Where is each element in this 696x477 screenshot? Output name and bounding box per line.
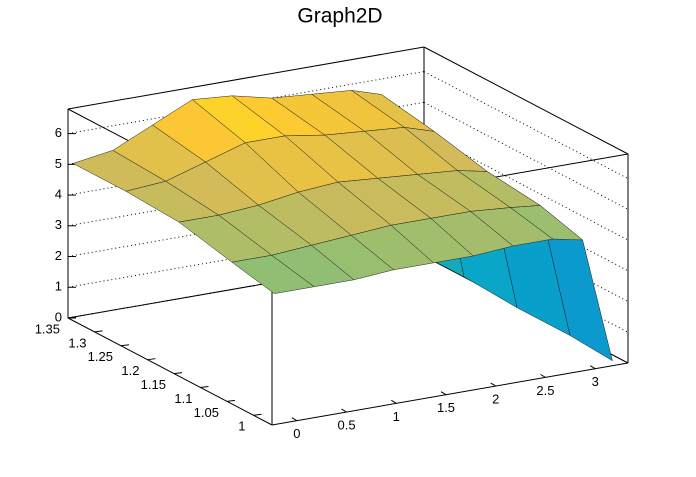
x-tick — [391, 399, 397, 404]
surface-cell — [231, 255, 315, 294]
x-tick — [540, 373, 546, 378]
y-tick-label: 1.05 — [194, 405, 219, 420]
z-tick-label: 2 — [55, 248, 62, 263]
z-tick-label: 1 — [55, 279, 62, 294]
x-tick-label: 3 — [592, 374, 599, 389]
y-tick-label: 1.35 — [35, 321, 60, 336]
chart-title: Graph2D — [297, 5, 382, 28]
x-tick-label: 0 — [293, 426, 300, 441]
x-tick — [440, 391, 447, 396]
y-tick-label: 1 — [238, 419, 245, 434]
z-tick-label: 5 — [55, 156, 62, 171]
x-tick — [291, 417, 298, 422]
y-tick — [226, 399, 236, 402]
x-tick — [490, 382, 497, 387]
y-tick-label: 1.15 — [141, 377, 166, 392]
y-tick-label: 1.25 — [88, 349, 113, 364]
x-tick-label: 2.5 — [536, 383, 554, 398]
box-edge — [271, 362, 629, 426]
x-tick — [589, 365, 596, 370]
x-tick-label: 1 — [393, 409, 400, 424]
y-tick — [147, 358, 156, 361]
y-tick-label: 1.2 — [121, 363, 139, 378]
x-tick-label: 2 — [492, 391, 499, 406]
y-tick — [173, 372, 183, 375]
y-tick — [67, 316, 77, 319]
y-tick — [120, 344, 130, 347]
z-tick-label: 6 — [55, 125, 62, 140]
z-tick-label: 0 — [55, 309, 62, 324]
grid-line — [67, 255, 425, 319]
z-tick-label: 3 — [55, 217, 62, 232]
box-edge — [67, 317, 273, 426]
box-edge — [423, 46, 629, 155]
y-tick — [253, 413, 262, 416]
x-tick-label: 0.5 — [338, 417, 356, 432]
x-tick — [341, 408, 347, 413]
y-tick — [94, 330, 103, 333]
y-tick — [200, 385, 209, 388]
box-edge — [67, 46, 425, 110]
y-tick-label: 1.3 — [68, 335, 86, 350]
y-tick-label: 1.1 — [174, 391, 192, 406]
x-tick-label: 1.5 — [437, 400, 455, 415]
z-tick-label: 4 — [55, 186, 62, 201]
